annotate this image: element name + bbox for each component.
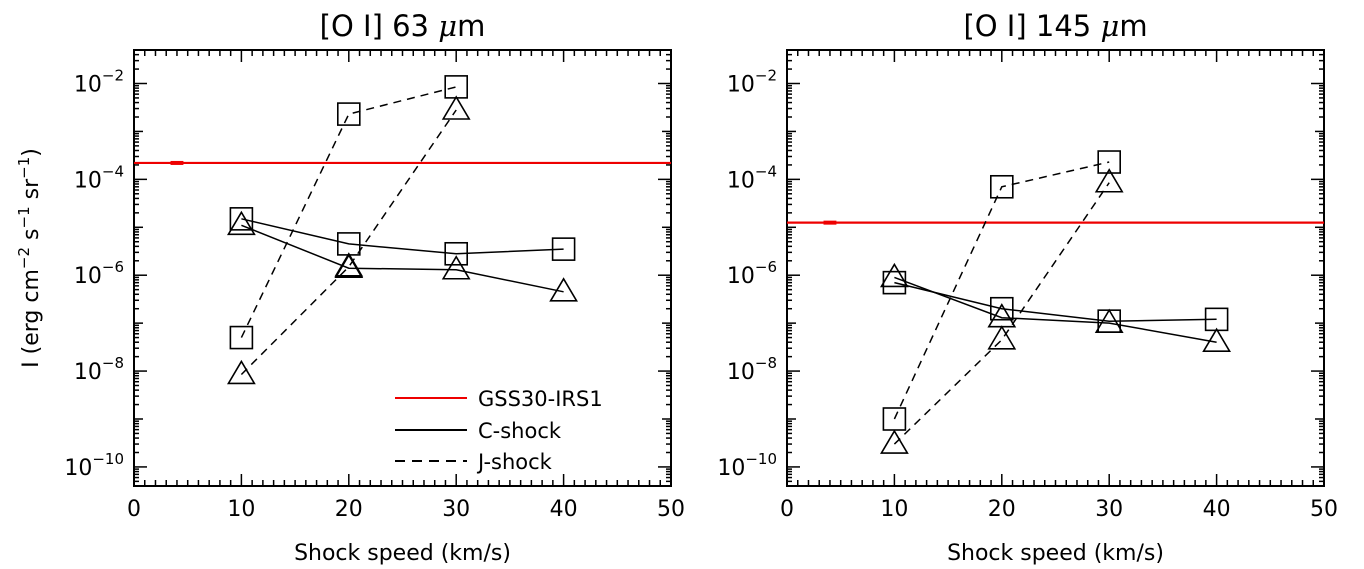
data-point-square <box>444 241 469 266</box>
data-point-square <box>989 174 1014 199</box>
series-line-c-shock-square <box>894 281 1217 322</box>
chart-panel-2: 0 10 20 30 40 50 10−10 10−8 10−6 10−4 10−2 [O I] 14… <box>717 9 1338 566</box>
data-point-triangle <box>334 252 364 277</box>
data-point-triangle <box>1202 327 1232 353</box>
data-point-triangle <box>226 210 256 236</box>
legend-label: J-shock <box>476 450 553 474</box>
y-tick-label: 10−10 <box>717 450 777 481</box>
y-tick-label: 10−2 <box>74 67 124 98</box>
y-tick-label: 10−10 <box>64 450 124 481</box>
x-tick-label: 50 <box>657 497 685 522</box>
data-point-triangle <box>1094 168 1124 193</box>
data-point-square <box>336 102 361 126</box>
plot-frame <box>133 49 672 487</box>
data-point-square <box>1097 150 1121 174</box>
legend: GSS30-IRS1 C-shock J-shock <box>395 387 603 474</box>
data-point-triangle <box>1094 308 1124 333</box>
data-point-triangle <box>879 262 909 288</box>
data-point-triangle <box>226 359 256 385</box>
chart-title: [O I] 63 μm <box>320 9 486 43</box>
data-point-square <box>444 75 469 99</box>
x-tick-label: 0 <box>780 497 794 522</box>
data-point-triangle <box>441 95 471 120</box>
x-tick-label: 20 <box>335 497 363 522</box>
data-point-triangle <box>879 429 909 454</box>
data-point-square <box>229 207 254 231</box>
data-point-square <box>229 325 254 350</box>
y-axis-label: I (erg cm−2 s−1 sr−1) <box>15 148 44 368</box>
series-line-j-shock-triangle <box>240 109 457 376</box>
x-tick-label: 30 <box>442 497 470 522</box>
data-point-square <box>551 237 576 261</box>
y-tick-label: 10−6 <box>727 258 777 289</box>
x-tick-label: 50 <box>1310 497 1338 522</box>
y-tick-label: 10−4 <box>727 162 777 193</box>
x-tick-label: 0 <box>127 497 141 522</box>
x-tick-label: 10 <box>227 497 255 522</box>
data-point-triangle <box>549 277 579 302</box>
x-tick-label: 10 <box>880 497 908 522</box>
data-point-triangle <box>441 255 471 280</box>
data-point-square <box>989 296 1014 321</box>
y-tick-label: 10−8 <box>727 354 777 385</box>
x-tick-label: 40 <box>550 497 578 522</box>
series-line-c-shock-triangle <box>241 224 564 293</box>
y-tick-label: 10−8 <box>74 354 124 385</box>
y-tick-label: 10−4 <box>74 162 124 193</box>
data-point-triangle <box>334 253 364 279</box>
chart-panel-1: 0 10 20 30 40 50 10−10 10−8 10−6 10−4 10−2 [O I] 63… <box>15 9 685 566</box>
y-tick-label: 10−2 <box>727 67 777 98</box>
legend-label: GSS30-IRS1 <box>478 387 603 411</box>
series-line-j-shock-triangle <box>893 182 1110 445</box>
plot-frame <box>786 49 1325 487</box>
x-tick-label: 40 <box>1203 497 1231 522</box>
chart-title: [O I] 145 μm <box>963 9 1147 43</box>
legend-label: C-shock <box>478 419 562 443</box>
series-line-c-shock-square <box>241 218 564 255</box>
y-tick-label: 10−6 <box>74 258 124 289</box>
x-tick-label: 20 <box>988 497 1016 522</box>
x-tick-label: 30 <box>1095 497 1123 522</box>
x-axis-label: Shock speed (km/s) <box>947 541 1164 566</box>
series-line-j-shock-square <box>893 161 1110 420</box>
series-line-c-shock-triangle <box>894 276 1217 343</box>
data-point-triangle <box>987 325 1017 350</box>
x-axis-label: Shock speed (km/s) <box>294 541 511 566</box>
